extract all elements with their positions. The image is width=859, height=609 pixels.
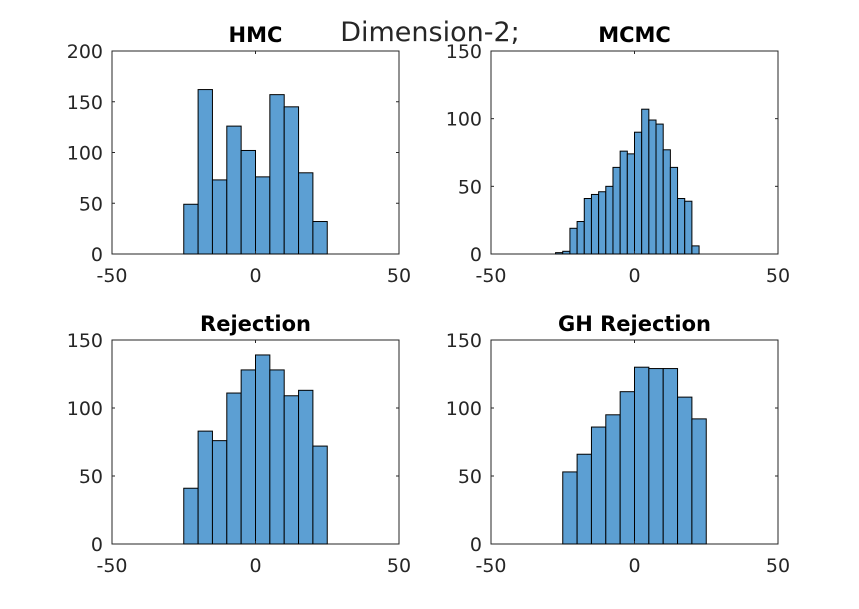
histogram-bar	[211, 440, 228, 545]
y-tick-label: 50	[458, 466, 482, 488]
x-tick-label: 0	[249, 265, 261, 287]
histogram-bar	[590, 193, 600, 255]
histogram-bar	[648, 119, 657, 255]
histogram-bar	[298, 172, 314, 255]
histogram-bar	[634, 366, 650, 545]
bars-hmc	[183, 89, 328, 255]
histogram-bar	[298, 389, 314, 545]
figure-title: Dimension-2;	[340, 17, 520, 48]
x-tick-label: 50	[387, 265, 411, 287]
histogram-bar	[669, 166, 679, 255]
histogram-bar	[562, 250, 571, 255]
bars-gh-rejection	[562, 366, 707, 545]
panel-title-gh-rejection: GH Rejection	[558, 312, 711, 336]
y-tick-label: 50	[458, 176, 482, 198]
bars-rejection	[183, 354, 328, 545]
panel-title-rejection: Rejection	[200, 312, 311, 336]
histogram-bar	[655, 123, 664, 255]
histogram-bar	[569, 227, 578, 255]
x-tick-label: -50	[96, 265, 127, 287]
histogram-bar	[269, 369, 285, 545]
histogram-bar	[576, 221, 585, 255]
histogram-bar	[269, 94, 285, 255]
x-tick-label: 50	[387, 555, 411, 577]
y-tick-label: 150	[67, 330, 103, 352]
histogram-bar	[612, 166, 621, 255]
histogram-bar	[626, 153, 636, 255]
histogram-bar	[312, 445, 328, 545]
y-tick-label: 100	[446, 109, 482, 131]
histogram-bar	[677, 198, 686, 255]
histogram-bar	[691, 245, 700, 255]
histogram-bar	[648, 368, 664, 545]
histogram-bar	[240, 369, 256, 545]
y-tick-label: 0	[470, 534, 482, 556]
histogram-bar	[183, 487, 199, 545]
histogram-bar	[583, 198, 592, 255]
histogram-bar	[619, 150, 628, 255]
x-tick-label: -50	[475, 265, 506, 287]
histogram-bar	[226, 392, 242, 545]
histogram-bar	[576, 453, 592, 545]
histogram-bar	[183, 203, 199, 255]
histogram-bar	[590, 426, 607, 545]
histogram-bar	[255, 176, 271, 255]
x-tick-label: -50	[96, 555, 127, 577]
y-tick-label: 0	[91, 534, 103, 556]
histogram-bar	[619, 391, 636, 545]
x-tick-label: 0	[249, 555, 261, 577]
histogram-bar	[634, 131, 643, 255]
histogram-bar	[255, 354, 271, 545]
histogram-bar	[605, 414, 621, 545]
histogram-bar	[641, 108, 650, 255]
histogram-bar	[562, 471, 578, 545]
histogram-bar	[605, 185, 614, 255]
histogram-bar	[555, 252, 564, 255]
y-tick-label: 50	[79, 193, 103, 215]
histogram-bar	[211, 179, 228, 255]
y-tick-label: 150	[446, 330, 482, 352]
histogram-bar	[598, 191, 607, 255]
x-tick-label: 0	[628, 265, 640, 287]
panel-title-hmc: HMC	[229, 23, 283, 47]
y-tick-label: 100	[67, 143, 103, 165]
bars-mcmc	[555, 108, 700, 255]
x-tick-label: 50	[766, 555, 790, 577]
y-tick-label: 0	[91, 244, 103, 266]
x-tick-label: 50	[766, 265, 790, 287]
y-tick-label: 0	[470, 244, 482, 266]
panel-title-mcmc: MCMC	[598, 23, 671, 47]
histogram-bar	[677, 396, 693, 545]
histogram-bar	[312, 221, 328, 255]
histogram-bar	[240, 149, 256, 255]
histogram-bar	[662, 368, 679, 545]
histogram-bar	[197, 89, 213, 255]
y-tick-label: 100	[67, 398, 103, 420]
histogram-bar	[283, 395, 300, 545]
y-tick-label: 100	[446, 398, 482, 420]
histogram-bar	[226, 125, 242, 255]
histogram-bar	[197, 430, 213, 545]
x-tick-label: 0	[628, 555, 640, 577]
y-tick-label: 150	[446, 41, 482, 63]
histogram-bar	[684, 200, 693, 255]
histogram-bar	[283, 106, 300, 255]
y-tick-label: 50	[79, 466, 103, 488]
y-tick-label: 200	[67, 41, 103, 63]
histogram-bar	[691, 418, 707, 545]
y-tick-label: 150	[67, 92, 103, 114]
x-tick-label: -50	[475, 555, 506, 577]
histogram-bar	[662, 149, 671, 255]
